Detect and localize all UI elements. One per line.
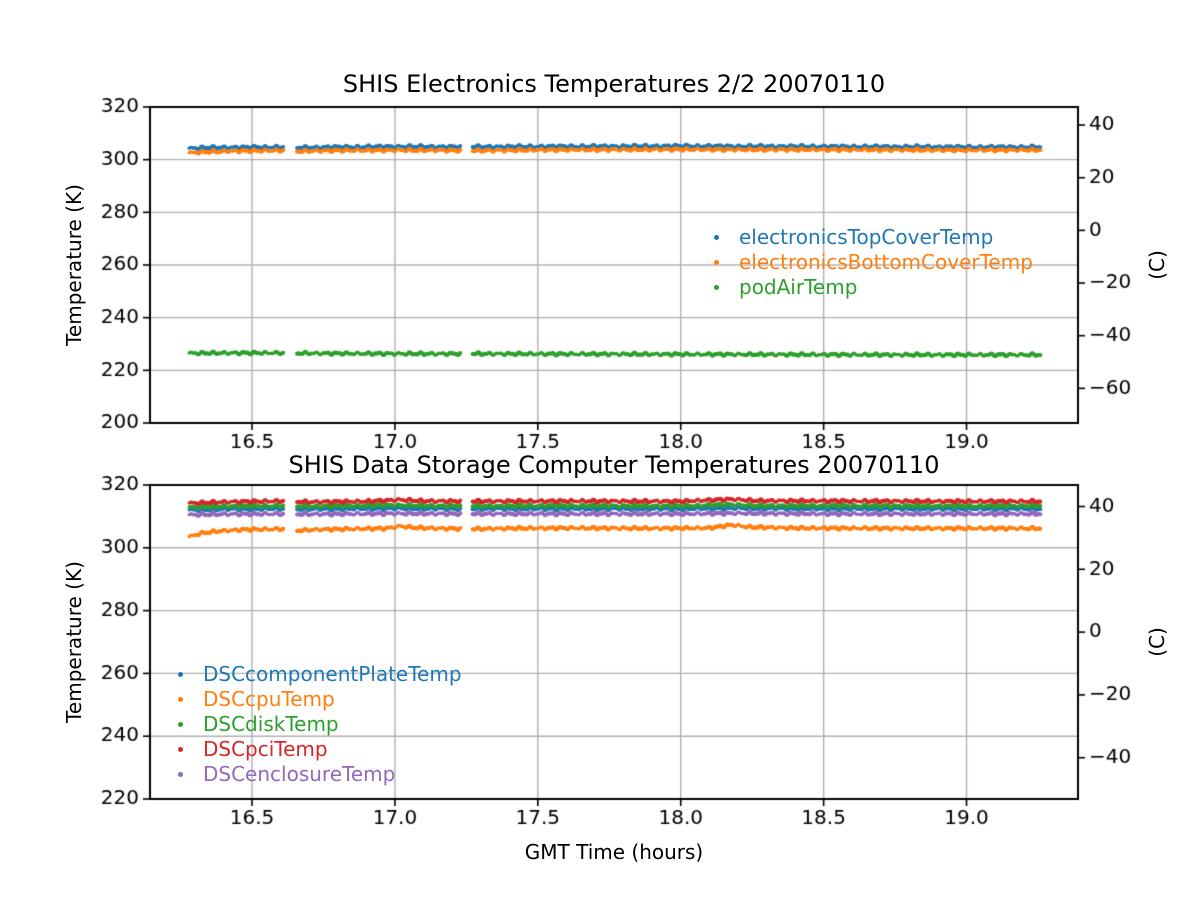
legend-label: DSCcomponentPlateTemp [203,662,462,686]
legend-label: DSCcpuTemp [203,687,335,711]
legend-item: DSCenclosureTemp [178,762,462,787]
legend-label: podAirTemp [739,275,858,299]
legend-item: electronicsTopCoverTemp [714,225,1033,250]
chart2-y-axis-label: Temperature (K) [62,561,86,723]
chart2-right-axis-label: (C) [1145,627,1169,657]
legend-item: DSCpciTemp [178,737,462,762]
legend-marker-dot [178,772,183,777]
legend-label: DSCpciTemp [203,737,328,761]
legend-label: DSCenclosureTemp [203,762,396,786]
legend-marker-dot [178,672,183,677]
legend-marker-dot [714,235,719,240]
legend-label: electronicsBottomCoverTemp [739,250,1033,274]
legend-marker-dot [178,747,183,752]
x-axis-label: GMT Time (hours) [524,840,704,864]
chart1-title: SHIS Electronics Temperatures 2/2 200701… [342,70,886,98]
legend-marker-dot [714,260,719,265]
legend-marker-dot [178,697,183,702]
legend-item: podAirTemp [714,275,1033,300]
legend-dsc: DSCcomponentPlateTemp DSCcpuTemp DSCdisk… [178,662,462,787]
chart1-right-axis-label: (C) [1145,250,1169,280]
legend-marker-dot [714,285,719,290]
legend-item: DSCdiskTemp [178,712,462,737]
legend-label: electronicsTopCoverTemp [739,225,994,249]
legend-item: DSCcpuTemp [178,687,462,712]
legend-label: DSCdiskTemp [203,712,339,736]
legend-electronics: electronicsTopCoverTemp electronicsBotto… [714,225,1033,300]
legend-marker-dot [178,722,183,727]
chart1-y-axis-label: Temperature (K) [62,184,86,346]
legend-item: DSCcomponentPlateTemp [178,662,462,687]
chart2-title: SHIS Data Storage Computer Temperatures … [288,451,940,479]
legend-item: electronicsBottomCoverTemp [714,250,1033,275]
